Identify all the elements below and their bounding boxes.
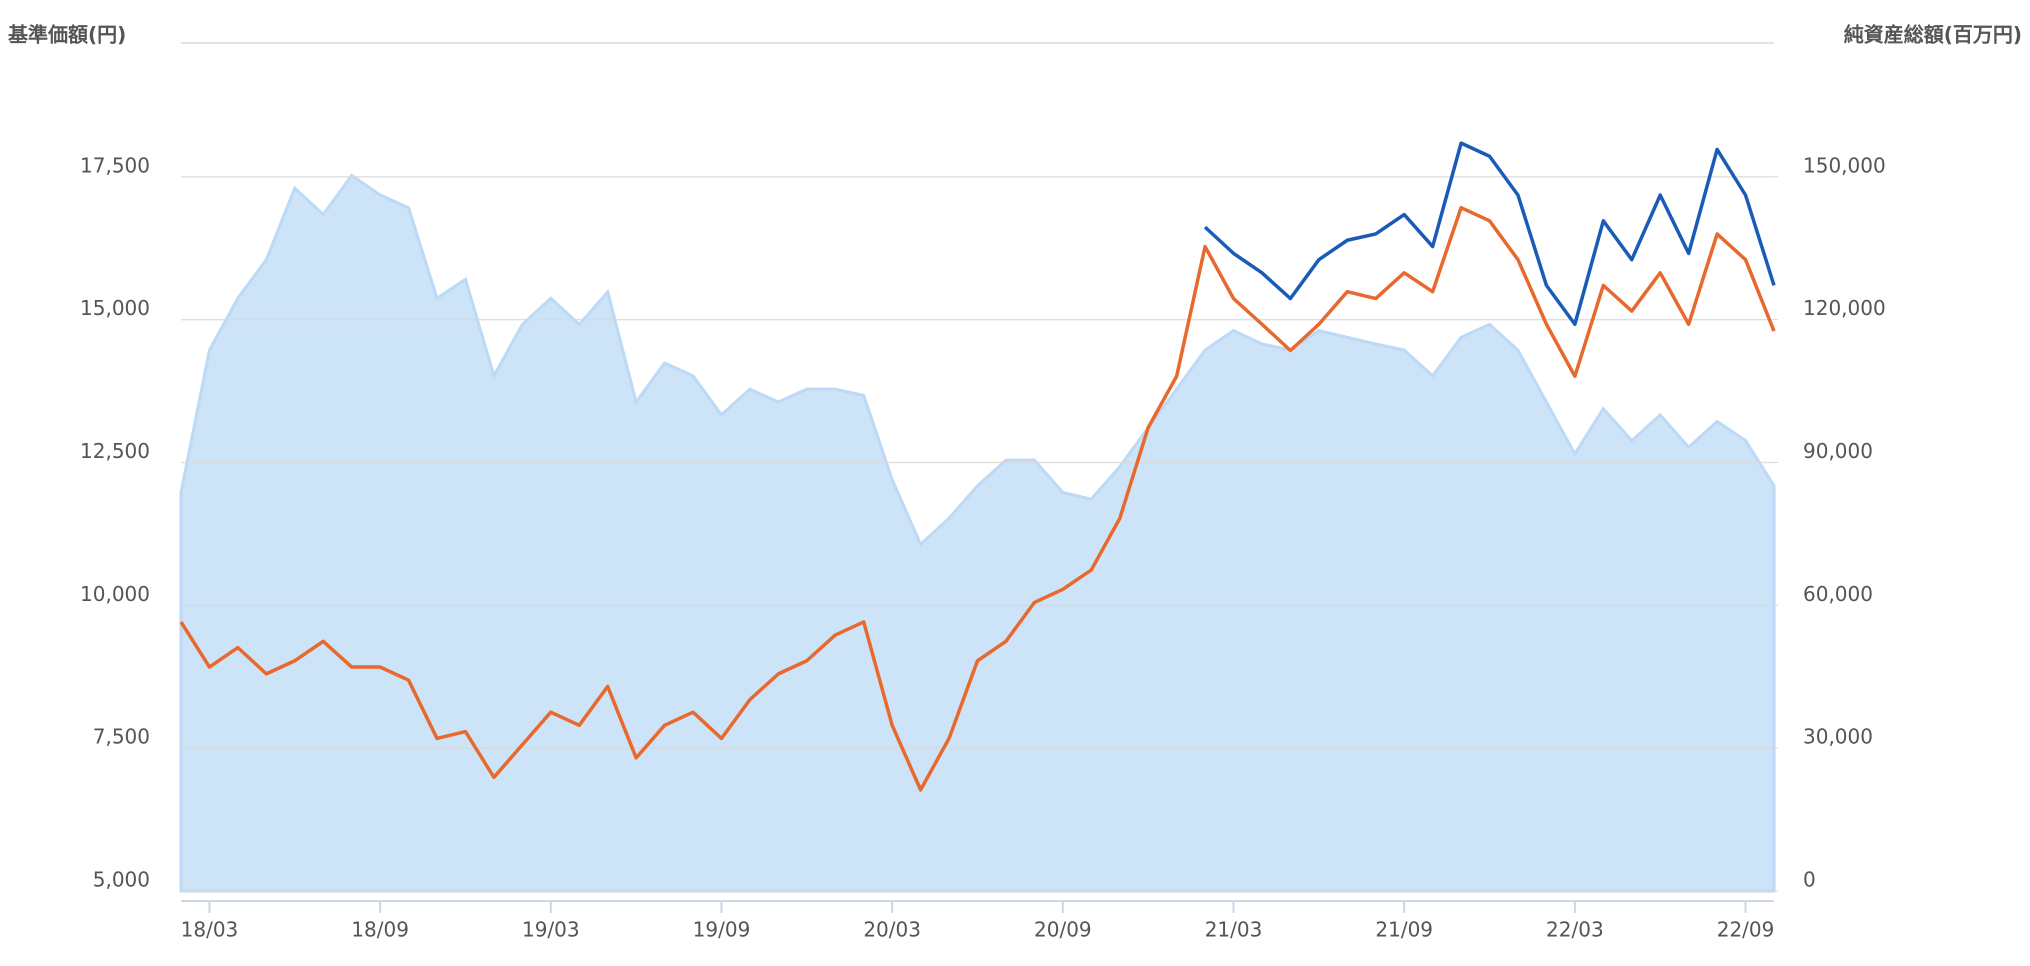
y-tick-label: 10,000 [80, 582, 150, 606]
line [179, 205, 1776, 792]
x-tick-label: 21/09 [1375, 918, 1433, 942]
y2-axis-title: 純資産総額(百万円) [1844, 23, 2022, 47]
y-axis-title: 基準価額(円) [8, 23, 126, 47]
y2-tick-label: 60,000 [1803, 582, 1873, 606]
y-tick-label: 15,000 [80, 296, 150, 320]
y-tick-label: 17,500 [80, 153, 150, 177]
x-tick-label: 22/03 [1546, 918, 1604, 942]
x-tick-label: 22/09 [1717, 918, 1775, 942]
y-tick-label: 5,000 [93, 868, 150, 892]
line [1203, 141, 1776, 326]
y-tick-label: 7,500 [93, 725, 150, 749]
x-tick-label: 20/03 [863, 918, 921, 942]
x-tick-label: 19/03 [522, 918, 580, 942]
y2-tick-label: 150,000 [1803, 153, 1886, 177]
area [179, 173, 1776, 893]
x-tick-label: 18/03 [181, 918, 239, 942]
x-tick-label: 18/09 [351, 918, 409, 942]
y2-tick-label: 90,000 [1803, 439, 1873, 463]
x-tick-label: 21/03 [1205, 918, 1263, 942]
x-tick-label: 20/09 [1034, 918, 1092, 942]
y2-tick-label: 120,000 [1803, 296, 1886, 320]
y-tick-label: 12,500 [80, 439, 150, 463]
y2-tick-label: 0 [1803, 868, 1816, 892]
y2-tick-label: 30,000 [1803, 725, 1873, 749]
x-tick-label: 19/09 [693, 918, 751, 942]
